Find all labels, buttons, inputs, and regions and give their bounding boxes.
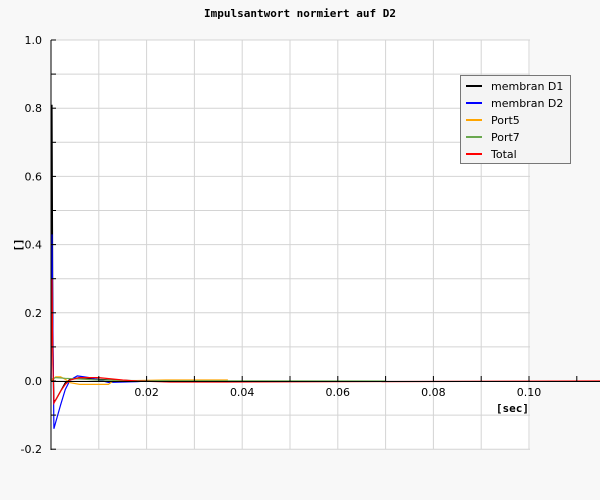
legend-label: Port5: [491, 114, 520, 127]
y-tick-label: 0.8: [25, 102, 43, 115]
x-tick-label: 0.10: [517, 386, 542, 399]
x-tick-label: 0.06: [326, 386, 351, 399]
y-tick-label: 0.0: [25, 375, 43, 388]
y-tick-label: 0.4: [25, 239, 43, 252]
x-tick-label: 0.02: [134, 386, 159, 399]
x-tick-label: 0.04: [230, 386, 255, 399]
legend: membran D1 membran D2 Port5 Port7 Total: [460, 75, 571, 164]
y-axis-label: []: [12, 238, 25, 251]
legend-label: Total: [490, 148, 517, 161]
y-tick-label: 1.0: [25, 34, 43, 47]
axes: [50, 39, 600, 450]
legend-label: membran D1: [491, 80, 563, 93]
tick-labels: -0.2 0.0 0.2 0.4 0.6 0.8 1.0 0.02 0.04 0.06 0.08 0.…: [21, 34, 542, 456]
x-tick-label: 0.08: [421, 386, 446, 399]
y-tick-label: -0.2: [21, 443, 42, 456]
series-line-port7: [50, 376, 386, 382]
legend-label: Port7: [491, 131, 520, 144]
legend-label: membran D2: [491, 97, 563, 110]
chart-title: Impulsantwort normiert auf D2: [204, 7, 396, 20]
y-tick-label: 0.6: [25, 170, 43, 183]
y-tick-label: 0.2: [25, 307, 43, 320]
x-axis-label: [sec]: [496, 402, 529, 415]
